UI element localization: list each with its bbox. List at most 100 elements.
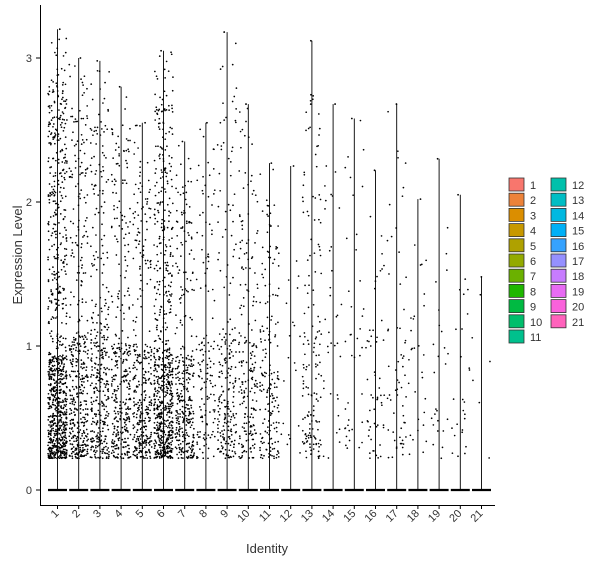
data-point: [86, 338, 88, 341]
data-point: [156, 389, 159, 392]
data-point: [187, 399, 190, 402]
data-point: [98, 413, 100, 416]
data-point-max: [419, 198, 422, 201]
data-point: [53, 395, 56, 398]
data-point: [94, 213, 96, 216]
data-point: [56, 139, 59, 141]
data-point: [164, 356, 167, 359]
data-point: [63, 435, 65, 438]
data-point: [220, 353, 223, 355]
data-point: [150, 404, 153, 407]
data-point-max: [436, 157, 439, 160]
data-point: [144, 371, 147, 374]
data-point: [57, 347, 59, 349]
data-point: [259, 173, 262, 176]
data-point: [269, 256, 272, 259]
data-point: [398, 251, 400, 253]
data-point: [458, 288, 461, 291]
data-point: [134, 446, 136, 449]
data-point: [55, 347, 58, 350]
data-point: [57, 135, 59, 138]
data-point: [57, 256, 59, 259]
data-point: [325, 165, 328, 167]
data-point: [232, 255, 235, 258]
data-point: [83, 437, 86, 440]
data-point: [135, 391, 137, 393]
data-point: [250, 451, 252, 453]
data-point: [203, 403, 206, 406]
data-point: [122, 431, 124, 434]
data-point: [183, 372, 186, 375]
data-point: [104, 354, 107, 356]
data-point: [312, 409, 315, 412]
data-point: [49, 166, 51, 169]
data-point: [116, 366, 119, 369]
data-point: [167, 405, 170, 408]
data-point: [310, 449, 312, 452]
data-point: [153, 340, 156, 343]
data-point: [297, 425, 300, 427]
data-point: [142, 455, 144, 458]
data-point: [232, 382, 234, 385]
data-point: [129, 127, 131, 130]
data-point: [128, 232, 131, 234]
data-point: [138, 383, 141, 386]
data-point: [155, 326, 158, 329]
data-point: [122, 379, 125, 382]
data-point: [138, 268, 141, 270]
data-point: [111, 439, 114, 441]
data-point: [206, 367, 209, 370]
data-point: [153, 305, 156, 307]
data-point: [138, 404, 141, 407]
data-point: [97, 211, 100, 214]
data-point: [160, 421, 163, 423]
data-point: [169, 285, 172, 288]
data-point: [157, 413, 160, 416]
data-point: [99, 403, 101, 406]
legend-swatch: [550, 238, 567, 253]
data-point: [212, 430, 214, 433]
data-point: [82, 361, 85, 364]
data-point: [54, 369, 57, 372]
data-point: [317, 450, 320, 453]
data-point: [265, 372, 268, 375]
data-point: [48, 320, 50, 323]
data-point: [159, 356, 161, 359]
data-point: [49, 172, 52, 174]
data-point: [187, 422, 190, 424]
data-point: [169, 253, 172, 256]
data-point: [81, 301, 84, 304]
data-point: [144, 381, 147, 384]
data-point: [199, 436, 201, 438]
data-point: [134, 321, 137, 323]
data-point: [133, 449, 136, 452]
data-point: [61, 423, 64, 426]
data-point: [79, 378, 82, 381]
data-point: [158, 358, 161, 361]
data-point: [178, 451, 181, 454]
data-point: [156, 404, 159, 406]
data-point: [170, 53, 173, 56]
data-point: [57, 355, 60, 358]
data-point: [243, 416, 246, 419]
data-point: [203, 444, 206, 447]
data-point: [76, 435, 79, 438]
data-point: [107, 412, 110, 415]
data-point: [93, 392, 96, 394]
data-point: [156, 392, 159, 395]
data-point: [161, 422, 163, 425]
data-point: [240, 360, 243, 363]
data-point: [302, 387, 305, 390]
data-point: [98, 371, 101, 373]
data-point: [170, 394, 173, 397]
data-point: [57, 397, 60, 400]
data-point: [154, 217, 157, 220]
data-point: [206, 363, 209, 366]
data-point: [229, 356, 232, 359]
data-point: [287, 434, 290, 436]
data-point: [96, 450, 98, 452]
data-point: [171, 274, 173, 277]
data-point: [165, 132, 167, 135]
data-point: [135, 431, 138, 434]
data-point: [240, 313, 243, 316]
